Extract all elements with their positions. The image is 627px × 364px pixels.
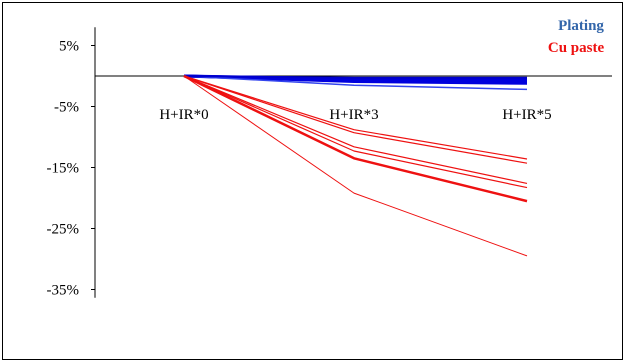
cu-paste-series-line — [183, 75, 528, 189]
plating-series-line — [183, 75, 527, 79]
legend-plating: Plating — [558, 18, 604, 34]
cu-paste-series-line — [183, 75, 528, 160]
cu-paste-series-line — [183, 74, 528, 203]
plating-series-line — [183, 75, 528, 91]
x-category-label: H+IR*0 — [159, 107, 208, 123]
cu-paste-series-line — [183, 75, 528, 257]
chart-frame — [2, 2, 623, 360]
y-tick-label: 5% — [59, 39, 79, 55]
y-tick-label: -25% — [47, 222, 80, 238]
y-tick-label: -35% — [47, 283, 80, 299]
x-category-label: H+IR*3 — [329, 107, 378, 123]
cu-paste-series-line — [183, 75, 528, 164]
x-category-label: H+IR*5 — [502, 107, 551, 123]
y-tick-label: -15% — [47, 161, 80, 177]
y-tick-label: -5% — [54, 100, 79, 116]
legend-cu-paste: Cu paste — [548, 40, 605, 56]
cu-paste-series-line — [183, 75, 528, 184]
